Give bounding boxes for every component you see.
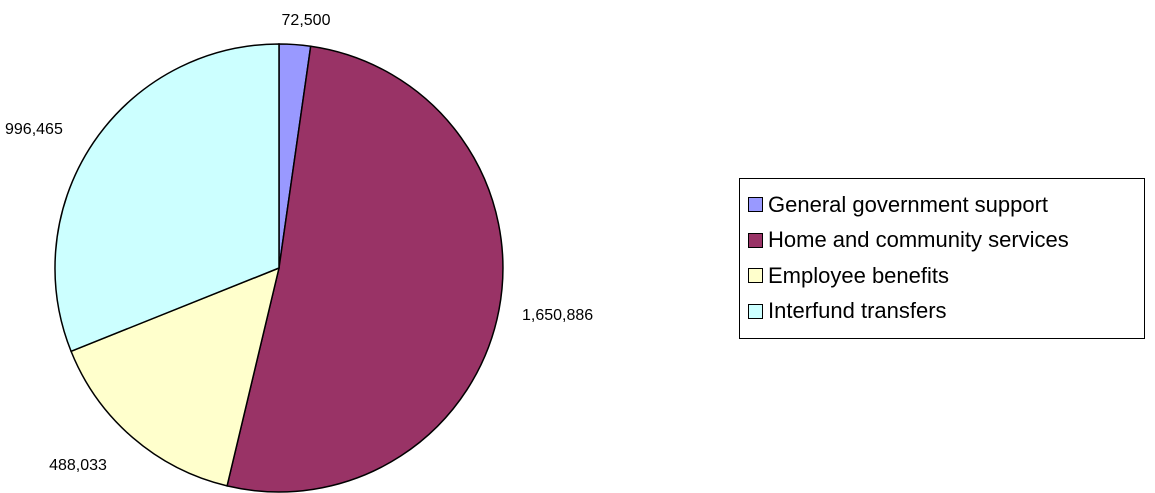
legend-swatch [748, 303, 763, 319]
pie-slice-home-and-community-services [226, 45, 504, 493]
data-label: 1,650,886 [522, 307, 593, 324]
pie-slice-employee-benefits [70, 266, 281, 487]
pie-slices [54, 43, 504, 493]
data-label: 996,465 [5, 121, 63, 138]
legend-item-general-government-support: General government support [748, 187, 1144, 223]
legend-item-interfund-transfers: Interfund transfers [748, 294, 1144, 330]
pie-slice-interfund-transfers [54, 43, 280, 353]
legend-item-home-and-community-services: Home and community services [748, 223, 1144, 259]
data-label: 488,033 [49, 457, 107, 474]
legend-swatch [748, 197, 763, 213]
legend-swatch [748, 232, 763, 248]
legend: General government support Home and comm… [739, 178, 1145, 339]
data-label: 72,500 [282, 12, 331, 29]
legend-item-employee-benefits: Employee benefits [748, 258, 1144, 294]
legend-swatch [748, 268, 763, 284]
legend-label: Employee benefits [768, 262, 949, 288]
legend-label: General government support [768, 191, 1049, 217]
pie-data-labels: 72,500 1,650,886 488,033 996,465 [5, 12, 593, 474]
legend-label: Interfund transfers [768, 298, 947, 324]
legend-label: Home and community services [768, 227, 1069, 253]
